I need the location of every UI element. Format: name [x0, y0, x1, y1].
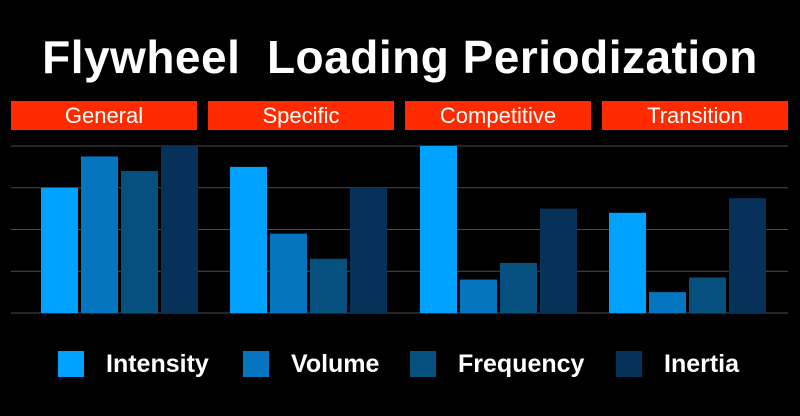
- legend-label-volume: Volume: [291, 349, 380, 378]
- legend-label-frequency: Frequency: [458, 349, 585, 378]
- chart-title: Flywheel Loading Periodization: [42, 31, 758, 83]
- legend-swatch-inertia: [616, 351, 642, 377]
- bar-intensity-transition: [609, 212, 646, 313]
- bar-volume-transition: [649, 292, 686, 313]
- phase-label-specific: Specific: [208, 101, 394, 130]
- legend-swatch-intensity: [58, 351, 84, 377]
- bar-frequency-transition: [689, 277, 726, 313]
- bar-volume-general: [81, 156, 118, 313]
- chart-legend: Intensity Volume Frequency Inertia: [0, 347, 800, 381]
- legend-swatch-volume: [243, 351, 269, 377]
- phase-label-transition: Transition: [602, 101, 788, 130]
- legend-item-volume: Volume: [243, 347, 379, 381]
- bar-frequency-competitive: [500, 262, 537, 313]
- legend-label-inertia: Inertia: [664, 349, 740, 378]
- bar-inertia-specific: [350, 187, 387, 313]
- phase-label-competitive: Competitive: [405, 101, 591, 130]
- bar-intensity-general: [41, 187, 78, 313]
- bar-inertia-general: [161, 146, 198, 313]
- legend-label-intensity: Intensity: [106, 349, 209, 378]
- bar-intensity-competitive: [420, 146, 457, 313]
- legend-item-intensity: Intensity: [58, 347, 209, 381]
- bar-volume-specific: [270, 233, 307, 313]
- bar-inertia-competitive: [540, 208, 577, 313]
- bar-volume-competitive: [460, 279, 497, 313]
- bar-frequency-specific: [310, 258, 347, 313]
- legend-item-inertia: Inertia: [616, 347, 739, 381]
- bar-intensity-specific: [230, 166, 267, 313]
- bar-inertia-transition: [729, 198, 766, 313]
- bar-frequency-general: [121, 171, 158, 313]
- legend-item-frequency: Frequency: [410, 347, 584, 381]
- phase-label-general: General: [11, 101, 197, 130]
- legend-swatch-frequency: [410, 351, 436, 377]
